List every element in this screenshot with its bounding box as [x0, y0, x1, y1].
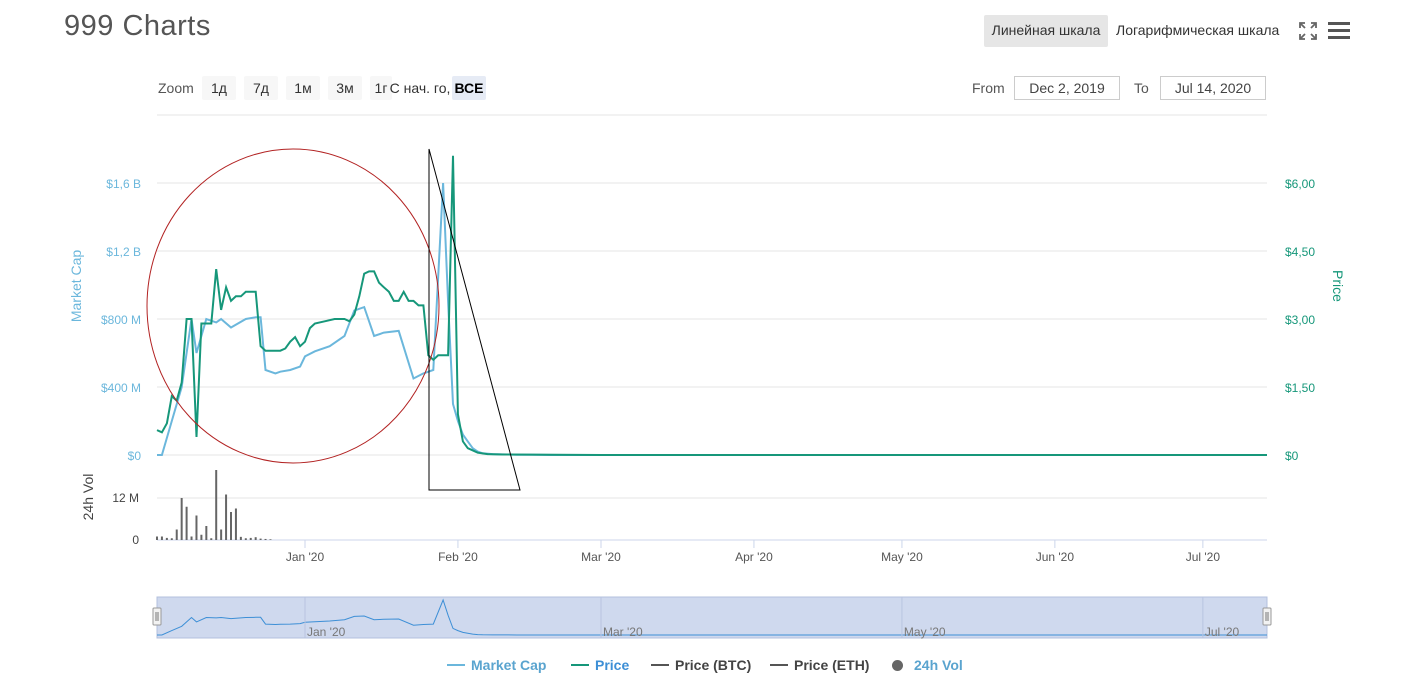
- vol-bar: [200, 534, 203, 540]
- legend-label: Market Cap: [471, 657, 547, 673]
- left-axis-title: Market Cap: [68, 250, 84, 323]
- x-axis-tick: Jul '20: [1186, 550, 1221, 564]
- vol-bar: [205, 526, 208, 540]
- right-axis-tick: $0: [1285, 449, 1299, 463]
- vol-axis: 0 12 M: [112, 491, 139, 547]
- legend-dot-symbol: [892, 660, 903, 671]
- zoom-3m-button[interactable]: 3м: [328, 76, 362, 100]
- annotation-triangle: [428, 148, 521, 491]
- navigator-handle-right[interactable]: [1262, 607, 1272, 626]
- vol-bar: [180, 498, 183, 540]
- right-axis: $0 $1,50 $3,00 $4,50 $6,00: [1285, 177, 1315, 463]
- to-date-input[interactable]: Jul 14, 2020: [1160, 76, 1266, 100]
- vol-bar: [269, 539, 272, 540]
- right-axis-tick: $1,50: [1285, 381, 1315, 395]
- vol-bar: [190, 536, 193, 540]
- legend-line-symbol: [571, 664, 589, 666]
- vol-bar: [215, 470, 218, 540]
- vol-bar: [234, 508, 237, 540]
- menu-icon[interactable]: [1327, 20, 1351, 42]
- navigator-handle-left[interactable]: [152, 607, 162, 626]
- log-scale-button[interactable]: Логарифмическая шкала: [1116, 22, 1280, 38]
- from-label: From: [972, 80, 1005, 96]
- x-axis-tick: Jan '20: [286, 550, 325, 564]
- navigator-tick: Jan '20: [307, 625, 346, 639]
- navigator-tick: Mar '20: [603, 625, 643, 639]
- vol-axis-title: 24h Vol: [80, 474, 96, 521]
- vol-bar: [160, 536, 163, 540]
- left-axis-tick: $800 M: [101, 313, 141, 327]
- vol-bar: [225, 494, 228, 540]
- vol-bar: [210, 538, 213, 540]
- x-axis-tick: Feb '20: [438, 550, 478, 564]
- linear-scale-button[interactable]: Линейная шкала: [984, 15, 1108, 47]
- vol-bar: [264, 538, 267, 540]
- vol-bars: [156, 470, 272, 540]
- from-date-input[interactable]: Dec 2, 2019: [1014, 76, 1120, 100]
- vol-bar: [175, 529, 178, 540]
- left-axis-tick: $0: [128, 449, 142, 463]
- zoom-1y-button[interactable]: 1г: [370, 76, 392, 100]
- zoom-all-button[interactable]: ВСЕ: [452, 76, 486, 100]
- to-label: To: [1134, 80, 1149, 96]
- legend-line-symbol: [447, 664, 465, 666]
- vol-axis-tick: 12 M: [112, 491, 139, 505]
- vol-bar: [244, 538, 247, 540]
- vol-bar: [165, 537, 168, 540]
- legend-line-symbol: [651, 664, 669, 666]
- x-axis-tick: Apr '20: [735, 550, 773, 564]
- legend-item[interactable]: Price: [571, 657, 629, 673]
- legend-item[interactable]: Price (ETH): [770, 657, 869, 673]
- vol-bar: [220, 529, 223, 540]
- vol-bar: [195, 515, 198, 540]
- legend-label: Price (BTC): [675, 657, 752, 673]
- legend-label: 24h Vol: [914, 657, 963, 673]
- x-axis: Jan '20 Feb '20 Mar '20 Apr '20 May '20 Jun '…: [286, 540, 1221, 564]
- right-axis-tick: $6,00: [1285, 177, 1315, 191]
- vol-bar: [259, 538, 262, 540]
- vol-bar: [170, 538, 173, 540]
- right-axis-tick: $4,50: [1285, 245, 1315, 259]
- right-axis-tick: $3,00: [1285, 313, 1315, 327]
- legend-item[interactable]: Market Cap: [447, 657, 546, 673]
- grid: [157, 182, 1267, 541]
- vol-bar: [249, 537, 252, 540]
- navigator-tick: Jul '20: [1205, 625, 1240, 639]
- zoom-ytd-button[interactable]: С нач. го,: [389, 80, 451, 96]
- zoom-1d-button[interactable]: 1д: [202, 76, 236, 100]
- vol-bar: [156, 536, 158, 540]
- x-axis-tick: Jun '20: [1036, 550, 1075, 564]
- left-axis-tick: $400 M: [101, 381, 141, 395]
- legend-label: Price: [595, 657, 630, 673]
- legend-item[interactable]: Price (BTC): [651, 657, 751, 673]
- vol-bar: [185, 506, 188, 540]
- legend-label: Price (ETH): [794, 657, 870, 673]
- left-axis-tick: $1,2 B: [106, 245, 141, 259]
- zoom-7d-button[interactable]: 7д: [244, 76, 278, 100]
- price-line: [156, 155, 1267, 456]
- legend-item[interactable]: 24h Vol: [892, 657, 963, 673]
- zoom-1m-button[interactable]: 1м: [286, 76, 320, 100]
- left-axis-tick: $1,6 B: [106, 177, 141, 191]
- annotation-circle: [146, 148, 440, 464]
- vol-bar: [230, 512, 232, 540]
- vol-axis-tick: 0: [132, 533, 139, 547]
- fullscreen-icon[interactable]: [1298, 21, 1318, 41]
- page-title: 999 Charts: [64, 10, 211, 42]
- zoom-label: Zoom: [158, 80, 194, 96]
- x-axis-tick: Mar '20: [581, 550, 621, 564]
- x-axis-tick: May '20: [881, 550, 923, 564]
- navigator[interactable]: Jan '20 Mar '20 May '20 Jul '20: [152, 596, 1272, 639]
- navigator-line: [157, 598, 1267, 636]
- right-axis-title: Price: [1330, 270, 1346, 302]
- left-axis: $0 $400 M $800 M $1,2 B $1,6 B: [101, 177, 141, 463]
- legend-line-symbol: [770, 664, 788, 666]
- vol-bar: [239, 536, 242, 540]
- navigator-tick: May '20: [904, 625, 946, 639]
- vol-bar: [254, 537, 257, 540]
